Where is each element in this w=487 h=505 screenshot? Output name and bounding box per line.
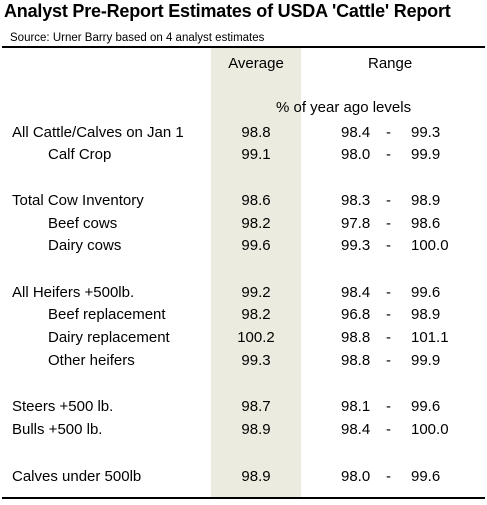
range-high: 98.9 <box>411 192 441 209</box>
range-separator: - <box>386 421 391 438</box>
row-label: Dairy replacement <box>48 329 170 346</box>
range-high: 101.1 <box>411 329 449 346</box>
top-rule <box>2 46 485 48</box>
average-header: Average <box>228 55 284 72</box>
row-label: All Cattle/Calves on Jan 1 <box>12 124 184 141</box>
table-row: Total Cow Inventory 98.6 98.3 - 98.9 <box>0 192 487 214</box>
source-note: Source: Urner Barry based on 4 analyst e… <box>10 32 265 44</box>
range-separator: - <box>386 146 391 163</box>
range-low: 96.8 <box>341 306 371 323</box>
average-value: 99.6 <box>241 237 271 254</box>
table-row: Calf Crop 99.1 98.0 - 99.9 <box>0 146 487 168</box>
table-row: Other heifers 99.3 98.8 - 99.9 <box>0 352 487 374</box>
row-label: Dairy cows <box>48 237 122 254</box>
range-low: 98.8 <box>341 329 371 346</box>
table-row: Bulls +500 lb. 98.9 98.4 - 100.0 <box>0 421 487 443</box>
range-low: 97.8 <box>341 215 371 232</box>
range-high: 98.6 <box>411 215 441 232</box>
row-label: Beef cows <box>48 215 118 232</box>
average-value: 98.9 <box>241 468 271 485</box>
average-value: 100.2 <box>237 329 275 346</box>
row-label: Steers +500 lb. <box>12 398 114 415</box>
average-value: 98.9 <box>241 421 271 438</box>
table-row: Beef replacement 98.2 96.8 - 98.9 <box>0 306 487 328</box>
range-separator: - <box>386 192 391 209</box>
range-separator: - <box>386 468 391 485</box>
range-high: 99.9 <box>411 146 441 163</box>
table-row: Steers +500 lb. 98.7 98.1 - 99.6 <box>0 398 487 420</box>
row-label: Bulls +500 lb. <box>12 421 103 438</box>
range-high: 99.6 <box>411 284 441 301</box>
units-header: % of year ago levels <box>276 99 412 116</box>
table-row: Dairy cows 99.6 99.3 - 100.0 <box>0 237 487 259</box>
report-title: Analyst Pre-Report Estimates of USDA 'Ca… <box>4 1 451 21</box>
average-value: 99.3 <box>241 352 271 369</box>
average-value: 99.1 <box>241 146 271 163</box>
range-separator: - <box>386 284 391 301</box>
table-row: Calves under 500lb 98.9 98.0 - 99.6 <box>0 468 487 490</box>
range-low: 98.4 <box>341 421 371 438</box>
average-value: 98.2 <box>241 306 271 323</box>
range-separator: - <box>386 306 391 323</box>
table-row: All Heifers +500lb. 99.2 98.4 - 99.6 <box>0 284 487 306</box>
range-high: 100.0 <box>411 421 449 438</box>
range-high: 99.9 <box>411 352 441 369</box>
table-row: Beef cows 98.2 97.8 - 98.6 <box>0 215 487 237</box>
range-high: 99.6 <box>411 468 441 485</box>
range-high: 99.3 <box>411 124 441 141</box>
average-value: 99.2 <box>241 284 271 301</box>
range-high: 99.6 <box>411 398 441 415</box>
range-high: 98.9 <box>411 306 441 323</box>
average-value: 98.6 <box>241 192 271 209</box>
row-label: All Heifers +500lb. <box>12 284 135 301</box>
range-low: 98.4 <box>341 124 371 141</box>
range-low: 98.0 <box>341 468 371 485</box>
range-separator: - <box>386 124 391 141</box>
range-separator: - <box>386 215 391 232</box>
row-label: Calf Crop <box>48 146 112 163</box>
row-label: Beef replacement <box>48 306 166 323</box>
average-value: 98.8 <box>241 124 271 141</box>
row-label: Total Cow Inventory <box>12 192 144 209</box>
average-value: 98.7 <box>241 398 271 415</box>
range-high: 100.0 <box>411 237 449 254</box>
range-low: 98.8 <box>341 352 371 369</box>
range-header: Range <box>368 55 413 72</box>
range-low: 98.0 <box>341 146 371 163</box>
row-label: Calves under 500lb <box>12 468 142 485</box>
bottom-rule <box>2 497 485 499</box>
range-low: 98.4 <box>341 284 371 301</box>
range-low: 98.3 <box>341 192 371 209</box>
range-low: 98.1 <box>341 398 371 415</box>
average-value: 98.2 <box>241 215 271 232</box>
range-separator: - <box>386 237 391 254</box>
range-low: 99.3 <box>341 237 371 254</box>
row-label: Other heifers <box>48 352 135 369</box>
range-separator: - <box>386 398 391 415</box>
average-column-shading <box>211 48 301 498</box>
range-separator: - <box>386 352 391 369</box>
table-row: All Cattle/Calves on Jan 1 98.8 98.4 - 9… <box>0 124 487 146</box>
range-separator: - <box>386 329 391 346</box>
table-row: Dairy replacement 100.2 98.8 - 101.1 <box>0 329 487 351</box>
